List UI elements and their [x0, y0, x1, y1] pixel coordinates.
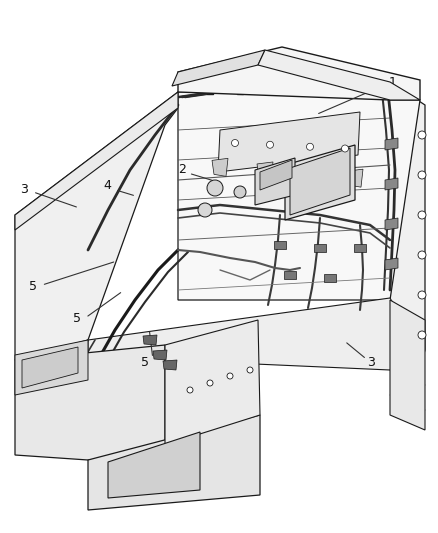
Circle shape: [341, 145, 348, 152]
Polygon shape: [165, 320, 259, 445]
Polygon shape: [284, 145, 354, 220]
Polygon shape: [384, 218, 397, 230]
Polygon shape: [177, 82, 419, 300]
Polygon shape: [389, 300, 424, 430]
Polygon shape: [22, 347, 78, 388]
Polygon shape: [88, 415, 259, 510]
Polygon shape: [143, 335, 157, 345]
Polygon shape: [258, 50, 419, 100]
Text: 3: 3: [20, 183, 28, 196]
Circle shape: [247, 367, 252, 373]
Circle shape: [198, 203, 212, 217]
Circle shape: [417, 131, 425, 139]
Text: 4: 4: [103, 179, 111, 192]
Circle shape: [417, 251, 425, 259]
Polygon shape: [88, 298, 419, 380]
Circle shape: [231, 140, 238, 147]
Text: 5: 5: [29, 280, 37, 293]
Polygon shape: [273, 241, 285, 249]
Circle shape: [233, 186, 245, 198]
Polygon shape: [301, 166, 317, 183]
Circle shape: [187, 387, 193, 393]
Circle shape: [207, 380, 212, 386]
Polygon shape: [153, 350, 166, 360]
Polygon shape: [254, 158, 294, 205]
Polygon shape: [346, 169, 362, 187]
Polygon shape: [15, 345, 165, 460]
Polygon shape: [15, 92, 177, 230]
Text: 3: 3: [366, 356, 374, 369]
Polygon shape: [172, 50, 265, 86]
Polygon shape: [259, 160, 291, 190]
Polygon shape: [384, 178, 397, 190]
Polygon shape: [177, 47, 419, 100]
Polygon shape: [353, 244, 365, 252]
Polygon shape: [389, 82, 424, 370]
Polygon shape: [15, 340, 88, 395]
Text: 5: 5: [141, 356, 148, 369]
Circle shape: [266, 141, 273, 148]
Circle shape: [417, 171, 425, 179]
Polygon shape: [212, 158, 227, 176]
Circle shape: [207, 180, 223, 196]
Polygon shape: [15, 92, 177, 360]
Text: 2: 2: [178, 163, 186, 176]
Text: 1: 1: [388, 76, 396, 89]
Polygon shape: [283, 271, 295, 279]
Circle shape: [417, 211, 425, 219]
Polygon shape: [384, 138, 397, 150]
Circle shape: [226, 373, 233, 379]
Polygon shape: [162, 360, 177, 370]
Circle shape: [306, 143, 313, 150]
Polygon shape: [384, 258, 397, 270]
Polygon shape: [323, 274, 335, 282]
Polygon shape: [256, 162, 272, 180]
Polygon shape: [218, 112, 359, 172]
Polygon shape: [108, 432, 200, 498]
Polygon shape: [290, 148, 349, 215]
Polygon shape: [313, 244, 325, 252]
Circle shape: [417, 291, 425, 299]
Text: 5: 5: [73, 312, 81, 325]
Circle shape: [417, 331, 425, 339]
